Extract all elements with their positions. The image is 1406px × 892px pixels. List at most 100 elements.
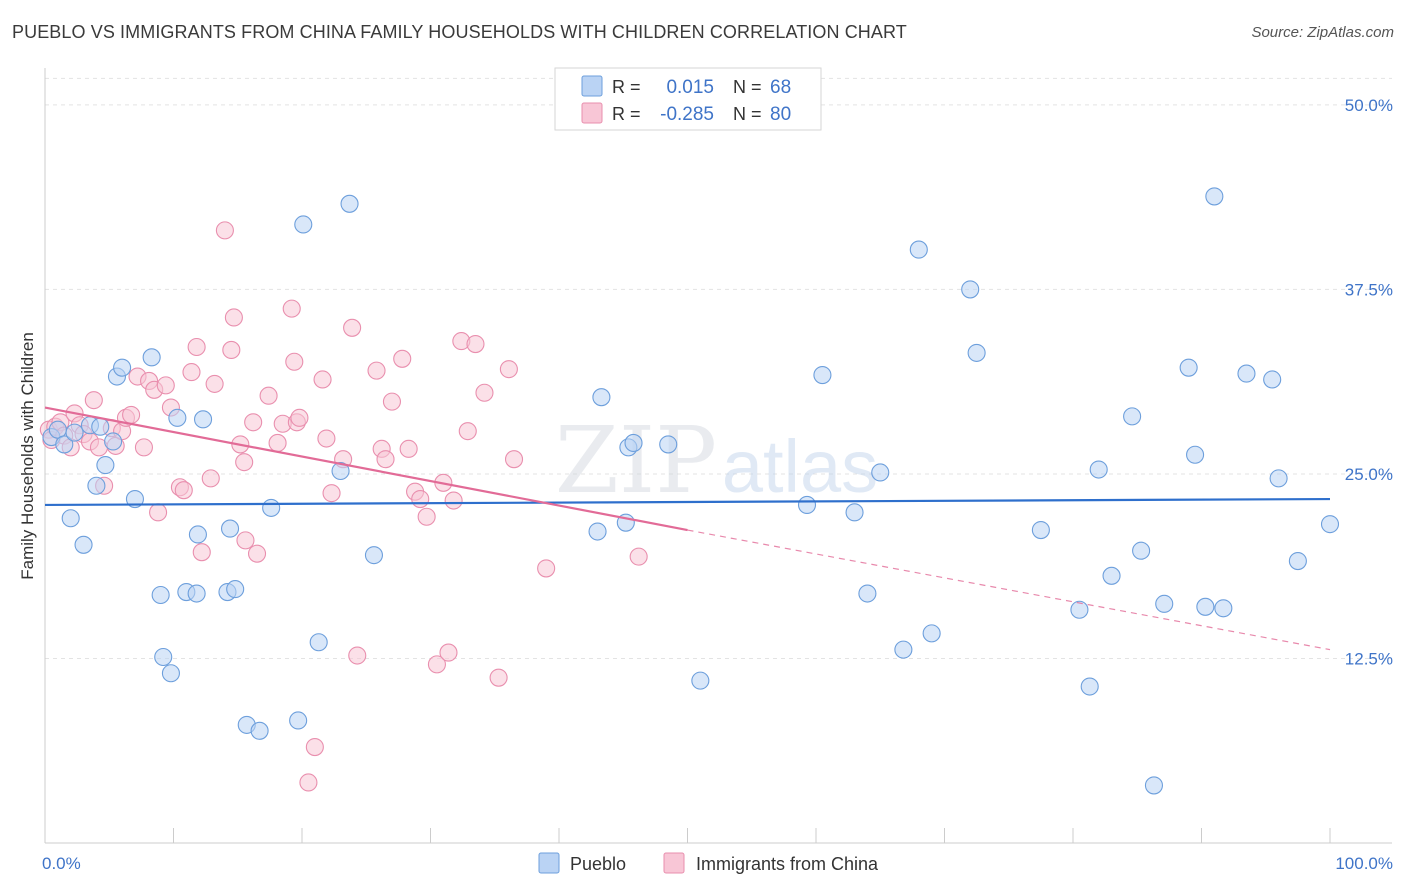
- pueblo-point: [194, 410, 213, 429]
- pueblo-point: [961, 280, 980, 299]
- y-tick-label: 25.0%: [1345, 465, 1393, 484]
- pueblo-point: [65, 423, 84, 442]
- pueblo-point: [1186, 445, 1205, 464]
- pueblo-point: [624, 433, 643, 453]
- pueblo-point: [1263, 370, 1282, 389]
- china-point: [466, 334, 485, 354]
- pueblo-point: [1155, 594, 1174, 613]
- pueblo-point: [1214, 599, 1233, 618]
- china-point: [201, 469, 220, 488]
- china-point: [236, 531, 255, 550]
- pueblo-point: [250, 721, 269, 740]
- legend-n-value-2: 80: [770, 104, 791, 125]
- pueblo-point: [289, 711, 308, 730]
- pueblo-point: [691, 671, 710, 690]
- china-point: [192, 543, 211, 562]
- pueblo-point: [871, 463, 890, 482]
- pueblo-point: [894, 640, 913, 659]
- china-point: [205, 374, 224, 393]
- china-point: [629, 547, 648, 566]
- legend-r-label-1: R =: [612, 77, 641, 97]
- china-point: [182, 363, 201, 382]
- pueblo-point: [125, 489, 144, 509]
- china-point: [282, 299, 301, 318]
- pueblo-point: [659, 435, 678, 454]
- pueblo-point: [161, 664, 180, 683]
- stats-legend: R = 0.015 N = 68 R = -0.285 N = 80: [554, 67, 822, 131]
- pueblo-point: [1269, 469, 1288, 488]
- china-point: [215, 221, 234, 240]
- pueblo-point: [151, 585, 170, 605]
- legend-r-label-2: R =: [612, 104, 641, 124]
- china-point: [84, 391, 103, 410]
- china-point: [285, 352, 304, 371]
- pueblo-point: [340, 194, 359, 213]
- pueblo-point: [87, 476, 106, 495]
- pueblo-point: [226, 580, 245, 599]
- pueblo-point: [922, 624, 941, 643]
- pueblo-point: [188, 525, 207, 544]
- legend-bottom-label-pueblo: Pueblo: [570, 854, 626, 874]
- pueblo-point: [588, 522, 607, 541]
- pueblo-point: [1132, 541, 1151, 560]
- china-point: [156, 376, 175, 395]
- china-point: [305, 737, 324, 757]
- x-tick-label-max: 100.0%: [1335, 854, 1393, 873]
- pueblo-point: [168, 408, 187, 427]
- china-trend-line-extrapolated: [687, 529, 1331, 651]
- x-tick-label-min: 0.0%: [42, 854, 81, 873]
- china-point: [187, 337, 206, 357]
- pueblo-point: [967, 343, 986, 362]
- pueblo-point: [1144, 776, 1164, 795]
- pueblo-point: [1320, 515, 1340, 534]
- watermark-atlas: atlas: [722, 425, 878, 508]
- legend-bottom-swatch-pueblo: [538, 852, 560, 874]
- pueblo-point: [592, 388, 611, 407]
- pueblo-point: [74, 535, 93, 554]
- china-point: [174, 481, 193, 500]
- legend-swatch-pueblo: [581, 75, 603, 97]
- pueblo-point: [1102, 566, 1121, 585]
- watermark-zip: ZIP: [555, 407, 717, 514]
- pueblo-point: [55, 435, 74, 454]
- pueblo-point: [858, 584, 877, 603]
- china-point: [247, 544, 267, 563]
- y-tick-label: 50.0%: [1345, 96, 1393, 115]
- china-point: [134, 438, 153, 457]
- legend-swatch-china: [581, 102, 603, 124]
- china-point: [343, 318, 362, 337]
- legend-bottom-swatch-china: [663, 852, 685, 874]
- pueblo-point: [96, 456, 115, 475]
- trend-lines: [44, 406, 1331, 651]
- pueblo-point: [845, 503, 864, 522]
- china-point: [399, 439, 418, 458]
- pueblo-point: [364, 546, 384, 565]
- source-attribution: Source: ZipAtlas.com: [1251, 24, 1394, 41]
- pueblo-point: [187, 584, 206, 603]
- china-point: [322, 484, 341, 503]
- china-trend-line: [44, 406, 688, 532]
- china-point: [417, 507, 436, 526]
- pueblo-point: [294, 215, 313, 234]
- china-point: [222, 340, 241, 360]
- pueblo-point: [1070, 600, 1089, 619]
- china-point: [149, 503, 168, 522]
- pueblo-point: [154, 647, 173, 667]
- pueblo-point: [309, 633, 328, 652]
- pueblo-point: [1179, 358, 1198, 377]
- pueblo-point: [1080, 677, 1099, 696]
- china-point: [439, 643, 458, 662]
- china-point: [499, 360, 518, 379]
- y-tick-label: 37.5%: [1345, 280, 1393, 299]
- china-point: [537, 559, 556, 578]
- china-point: [444, 491, 463, 510]
- china-point: [489, 668, 508, 687]
- china-point: [299, 773, 318, 792]
- pueblo-point: [262, 498, 281, 517]
- pueblo-point: [1237, 364, 1256, 383]
- china-point: [458, 422, 477, 441]
- chart-title: PUEBLO VS IMMIGRANTS FROM CHINA FAMILY H…: [12, 22, 907, 42]
- china-point: [393, 349, 412, 368]
- pueblo-trend-line: [44, 497, 1331, 507]
